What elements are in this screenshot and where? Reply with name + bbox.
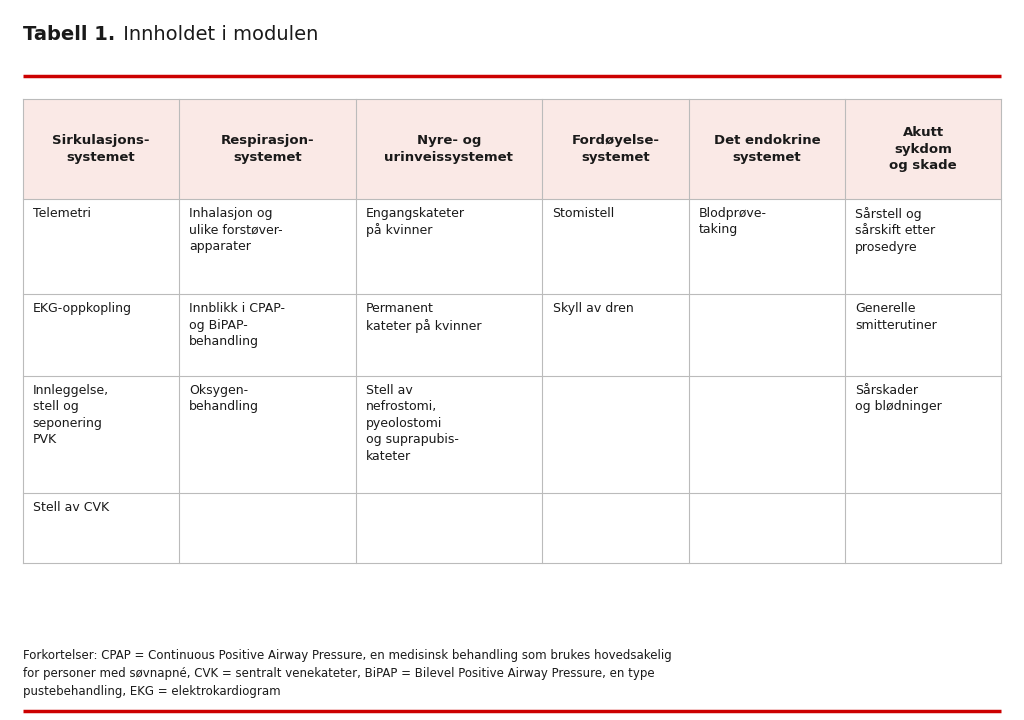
Text: Permanent
kateter på kvinner: Permanent kateter på kvinner bbox=[366, 302, 481, 333]
Bar bbox=[23, 199, 1001, 294]
Bar bbox=[23, 294, 1001, 376]
Text: Fordøyelse-
systemet: Fordøyelse- systemet bbox=[571, 135, 659, 163]
Text: Sårstell og
sårskift etter
prosedyre: Sårstell og sårskift etter prosedyre bbox=[855, 207, 935, 253]
Text: Engangskateter
på kvinner: Engangskateter på kvinner bbox=[366, 207, 465, 238]
Text: Telemetri: Telemetri bbox=[33, 207, 91, 220]
Text: Skyll av dren: Skyll av dren bbox=[553, 302, 633, 315]
Text: Inhalasjon og
ulike forstøver-
apparater: Inhalasjon og ulike forstøver- apparater bbox=[189, 207, 283, 253]
Text: Forkortelser: CPAP = Continuous Positive Airway Pressure, en medisinsk behandlin: Forkortelser: CPAP = Continuous Positive… bbox=[23, 649, 672, 698]
Text: EKG-oppkopling: EKG-oppkopling bbox=[33, 302, 132, 315]
Text: Nyre- og
urinveissystemet: Nyre- og urinveissystemet bbox=[384, 135, 513, 163]
Text: Generelle
smitterutiner: Generelle smitterutiner bbox=[855, 302, 937, 332]
Text: Sårskader
og blødninger: Sårskader og blødninger bbox=[855, 384, 942, 413]
Bar bbox=[23, 493, 1001, 563]
Text: Innholdet i modulen: Innholdet i modulen bbox=[117, 25, 318, 44]
Text: Stomistell: Stomistell bbox=[553, 207, 614, 220]
Text: Tabell 1.: Tabell 1. bbox=[23, 25, 115, 44]
Text: Innblikk i CPAP-
og BiPAP-
behandling: Innblikk i CPAP- og BiPAP- behandling bbox=[189, 302, 286, 348]
Text: Sirkulasjons-
systemet: Sirkulasjons- systemet bbox=[52, 135, 150, 163]
Text: Oksygen-
behandling: Oksygen- behandling bbox=[189, 384, 259, 413]
Text: Akutt
sykdom
og skade: Akutt sykdom og skade bbox=[890, 126, 957, 172]
Text: Stell av CVK: Stell av CVK bbox=[33, 501, 109, 514]
Text: Respirasjon-
systemet: Respirasjon- systemet bbox=[220, 135, 314, 163]
Text: Innleggelse,
stell og
seponering
PVK: Innleggelse, stell og seponering PVK bbox=[33, 384, 109, 446]
Text: Blodprøve-
taking: Blodprøve- taking bbox=[698, 207, 767, 236]
Text: Stell av
nefrostomi,
pyeolostomi
og suprapubis-
kateter: Stell av nefrostomi, pyeolostomi og supr… bbox=[366, 384, 459, 463]
Bar bbox=[23, 99, 1001, 199]
Text: Det endokrine
systemet: Det endokrine systemet bbox=[714, 135, 820, 163]
Bar bbox=[23, 376, 1001, 493]
